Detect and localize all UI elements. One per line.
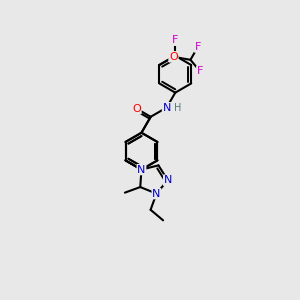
Text: O: O (169, 52, 178, 62)
Text: N: N (163, 103, 171, 112)
Text: N: N (152, 189, 161, 199)
Text: F: F (195, 42, 201, 52)
Text: O: O (132, 103, 141, 114)
Text: F: F (197, 66, 203, 76)
Text: N: N (164, 175, 172, 185)
Text: N: N (137, 165, 146, 175)
Text: N: N (152, 189, 161, 199)
Text: F: F (195, 42, 201, 52)
Text: O: O (132, 103, 141, 114)
Text: F: F (172, 35, 178, 45)
Text: O: O (169, 52, 178, 62)
Text: F: F (197, 66, 203, 76)
Text: N: N (164, 175, 172, 185)
Text: F: F (172, 35, 178, 45)
Text: N: N (137, 165, 146, 175)
Text: H: H (174, 103, 182, 112)
Text: N: N (163, 103, 171, 112)
Text: H: H (174, 103, 182, 112)
